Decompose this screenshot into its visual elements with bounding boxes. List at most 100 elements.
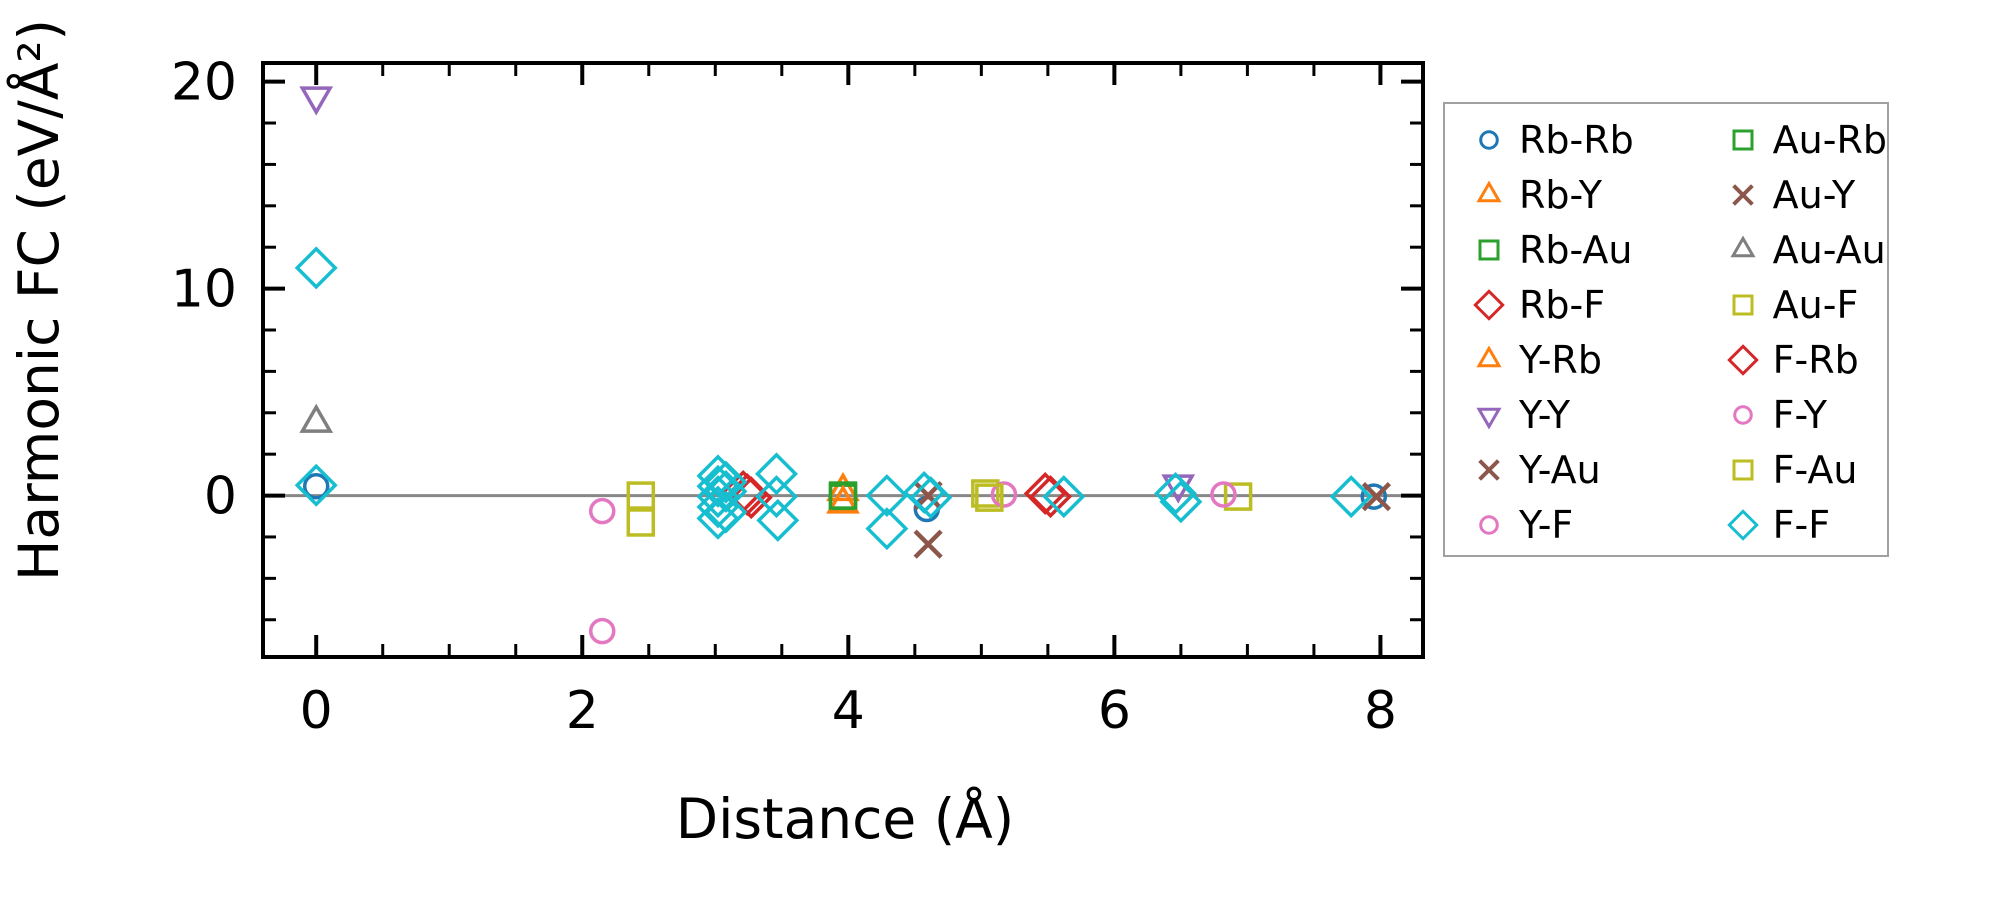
triangle-up-marker-glyph: [1476, 179, 1502, 202]
diamond-marker-icon: [1726, 508, 1759, 541]
diamond-marker-icon: [1726, 343, 1759, 376]
legend-item-label: Y-Au: [1519, 447, 1601, 492]
x-tick-label: 4: [832, 681, 865, 741]
data-point-Rb-Rb: [302, 473, 330, 500]
data-point-F-F: [696, 464, 740, 508]
triangle-up-marker-glyph: [1730, 234, 1756, 257]
triangle-up-marker-icon: [1730, 234, 1756, 257]
circle-marker-glyph: [1479, 129, 1499, 150]
data-point-Au-Rb: [828, 481, 858, 510]
x-tick-label: 6: [1098, 681, 1131, 741]
legend-item-F-F: F-F: [1723, 497, 1887, 552]
legend-item-label: F-F: [1772, 502, 1831, 547]
data-point-F-Y: [990, 481, 1018, 508]
legend-item-label: Au-Rb: [1772, 117, 1887, 162]
circle-marker-icon: [1732, 404, 1753, 425]
triangle-down-marker-glyph: [1476, 407, 1502, 430]
data-point-Au-Y: [1361, 482, 1392, 512]
legend-item-Au-Au: Au-Au: [1723, 222, 1887, 277]
legend-item-label: Rb-Y: [1519, 172, 1602, 217]
plot-static-layer: Harmonic FC (eV/Å²) Distance (Å): [6, 19, 1014, 851]
data-point-Au-F: [626, 481, 656, 510]
legend-item-label: Au-F: [1772, 282, 1859, 327]
legend-item-label: F-Rb: [1772, 337, 1859, 382]
circle-marker-icon: [1479, 129, 1499, 150]
triangle-up-marker-icon: [1476, 179, 1502, 202]
legend-item-Au-F: Au-F: [1723, 277, 1887, 332]
legend-item-Y-Au: Y-Au: [1469, 442, 1723, 497]
data-point-F-F: [865, 507, 909, 551]
data-point-Rb-Rb: [1360, 483, 1388, 510]
data-point-Au-F: [971, 479, 1000, 508]
legend-item-F-Au: F-Au: [1723, 442, 1887, 497]
square-marker-icon: [1478, 239, 1500, 260]
triangle-up-marker-icon: [1476, 344, 1502, 367]
square-marker-icon: [1732, 459, 1754, 480]
x-tick-label: 0: [300, 681, 333, 741]
diamond-marker-glyph: [1726, 508, 1759, 541]
data-point-F-F: [704, 490, 748, 534]
data-point-Rb-Y: [826, 471, 860, 502]
legend-item-label: Rb-Au: [1519, 227, 1633, 272]
legend-item-Au-Y: Au-Y: [1723, 167, 1887, 222]
legend-item-Y-Y: Y-Y: [1469, 387, 1723, 442]
legend-column-2: Au-Rb Au-Y Au-Au Au-F F-Rb F-Y F-Au F-F: [1723, 112, 1887, 555]
y-tick-label: 10: [171, 260, 237, 320]
data-point-F-Rb: [1029, 475, 1072, 519]
data-point-F-F: [865, 474, 909, 518]
data-point-F-F: [704, 469, 748, 513]
legend-column-1: Rb-Rb Rb-Y Rb-Au Rb-F Y-Rb Y-Y Y-Au Y-F: [1469, 112, 1723, 555]
data-point-F-F: [1329, 475, 1373, 519]
legend-item-label: Y-Rb: [1519, 337, 1602, 382]
legend-item-label: Y-Y: [1519, 392, 1571, 437]
triangle-up-marker-glyph: [1476, 344, 1502, 367]
legend-item-F-Y: F-Y: [1723, 387, 1887, 442]
diamond-marker-glyph: [1473, 288, 1505, 321]
square-marker-glyph: [1478, 239, 1500, 260]
circle-marker-glyph: [1479, 514, 1499, 535]
legend-item-Y-F: Y-F: [1469, 497, 1723, 552]
legend-item-Rb-Y: Rb-Y: [1469, 167, 1723, 222]
data-point-Y-F: [588, 497, 616, 525]
data-point-Au-Y: [913, 529, 943, 559]
legend-item-label: Rb-Rb: [1519, 117, 1634, 162]
data-point-F-F: [1154, 472, 1198, 515]
diamond-marker-icon: [1473, 288, 1505, 321]
circle-marker-glyph: [1732, 404, 1753, 425]
legend-item-label: Au-Au: [1772, 227, 1886, 272]
y-tick-label: 20: [171, 53, 237, 113]
data-point-F-F: [755, 475, 798, 519]
legend-item-label: Au-Y: [1772, 172, 1856, 217]
diamond-marker-glyph: [1726, 343, 1759, 376]
data-point-F-Au: [626, 508, 656, 537]
legend-item-Rb-Rb: Rb-Rb: [1469, 112, 1723, 167]
x-axis-label: Distance (Å): [676, 786, 1015, 851]
legend-item-Rb-F: Rb-F: [1469, 277, 1723, 332]
square-marker-glyph: [1732, 294, 1754, 315]
data-point-F-F: [755, 452, 798, 496]
legend: Rb-Rb Rb-Y Rb-Au Rb-F Y-Rb Y-Y Y-Au Y-F Au-Rb Au…: [1443, 102, 1889, 557]
data-point-Y-F: [588, 617, 616, 645]
data-point-Au-Au: [299, 403, 334, 433]
square-marker-glyph: [1732, 459, 1754, 480]
square-marker-glyph: [1732, 129, 1754, 150]
legend-item-label: F-Y: [1772, 392, 1827, 437]
data-point-Y-Y: [299, 86, 334, 116]
circle-marker-icon: [1479, 514, 1499, 535]
data-point-F-F: [294, 246, 338, 290]
data-point-F-F: [756, 498, 800, 542]
square-marker-icon: [1732, 294, 1754, 315]
data-point-F-F: [1042, 475, 1086, 519]
plot-border: [261, 61, 1425, 659]
legend-item-Y-Rb: Y-Rb: [1469, 332, 1723, 387]
plot-data-layer: 0 2 4 6 8 0 10 20: [171, 53, 1425, 741]
square-marker-icon: [1732, 129, 1754, 150]
legend-item-F-Rb: F-Rb: [1723, 332, 1887, 387]
data-point-Au-F: [1223, 482, 1253, 511]
data-point-F-F: [1159, 480, 1203, 524]
data-point-F-F: [696, 485, 740, 529]
data-point-F-F: [704, 460, 748, 504]
legend-item-label: Y-F: [1519, 502, 1574, 547]
